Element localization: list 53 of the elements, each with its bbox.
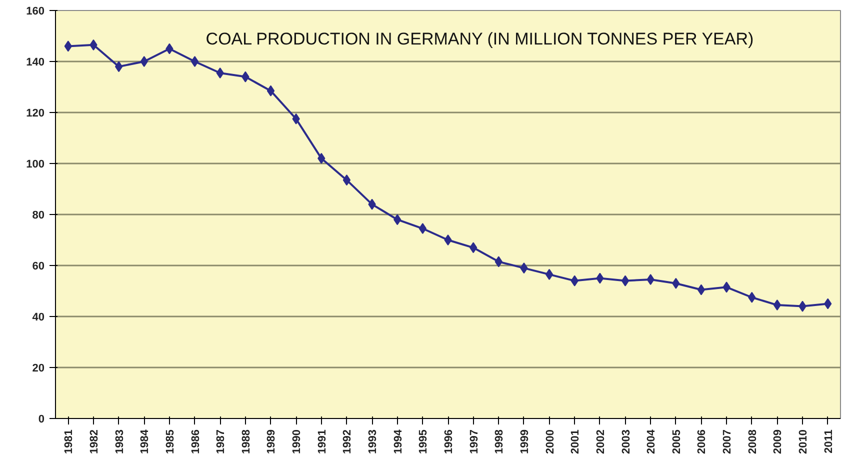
x-tick-label: 1998 xyxy=(494,429,506,454)
x-tick-label: 2010 xyxy=(798,429,810,454)
y-tick-label: 60 xyxy=(32,260,45,272)
x-tick-label: 1988 xyxy=(240,429,252,454)
y-tick-label: 20 xyxy=(32,362,45,374)
x-tick-label: 2004 xyxy=(646,428,658,454)
x-tick-label: 1999 xyxy=(518,429,531,454)
point xyxy=(697,284,706,296)
y-tick-label: 40 xyxy=(32,312,45,324)
y-tick-label: 160 xyxy=(26,6,45,18)
x-tick-label: 2003 xyxy=(620,429,632,454)
text: COAL PRODUCTION IN GERMANY (IN MILLION TONNES PER YEAR) xyxy=(206,30,754,48)
x-tick-label: 1989 xyxy=(266,429,278,454)
x-tick-label: 1986 xyxy=(190,429,202,454)
point xyxy=(190,56,199,67)
point xyxy=(114,61,123,72)
y-tick-label: 0 xyxy=(38,414,45,426)
y-tick-label: 140 xyxy=(26,56,45,68)
x-tick-label: 1991 xyxy=(316,429,328,454)
point xyxy=(621,275,630,286)
y-tick-label: 80 xyxy=(32,210,45,222)
x-tick-label: 2009 xyxy=(772,429,784,454)
point xyxy=(418,223,427,234)
x-tick-label: 2001 xyxy=(570,429,582,454)
x-tick-label: 1997 xyxy=(468,429,480,454)
x-tick-label: 1992 xyxy=(342,429,354,454)
y-tick-label: 100 xyxy=(26,158,45,170)
point xyxy=(545,268,554,280)
point xyxy=(266,85,275,96)
x-tick-label: 2005 xyxy=(670,429,683,454)
x-tick-label: 2000 xyxy=(544,429,556,454)
point xyxy=(773,300,782,311)
x-tick-label: 1994 xyxy=(392,428,404,454)
point xyxy=(469,242,478,254)
x-tick-label: 2011 xyxy=(822,429,835,454)
x-tick-label: 1995 xyxy=(418,429,430,454)
x-tick-label: 1983 xyxy=(114,429,126,454)
point xyxy=(342,174,351,186)
x-tick-label: 2007 xyxy=(722,429,734,454)
x-tick-label: 1982 xyxy=(88,429,100,454)
x-tick-label: 2006 xyxy=(696,429,708,454)
x-tick-label: 1993 xyxy=(367,429,380,454)
x-tick-label: 2002 xyxy=(594,429,607,454)
x-tick-label: 1990 xyxy=(291,429,304,454)
point xyxy=(444,234,452,246)
y-tick-label: 120 xyxy=(26,108,45,120)
x-tick-label: 1985 xyxy=(164,429,176,454)
x-tick-label: 1984 xyxy=(139,428,152,454)
x-tick-label: 1987 xyxy=(215,429,228,454)
x-tick-label: 1996 xyxy=(443,429,455,454)
x-tick-label: 2008 xyxy=(746,429,759,454)
x-tick-label: 1981 xyxy=(63,429,76,454)
point xyxy=(140,56,148,67)
